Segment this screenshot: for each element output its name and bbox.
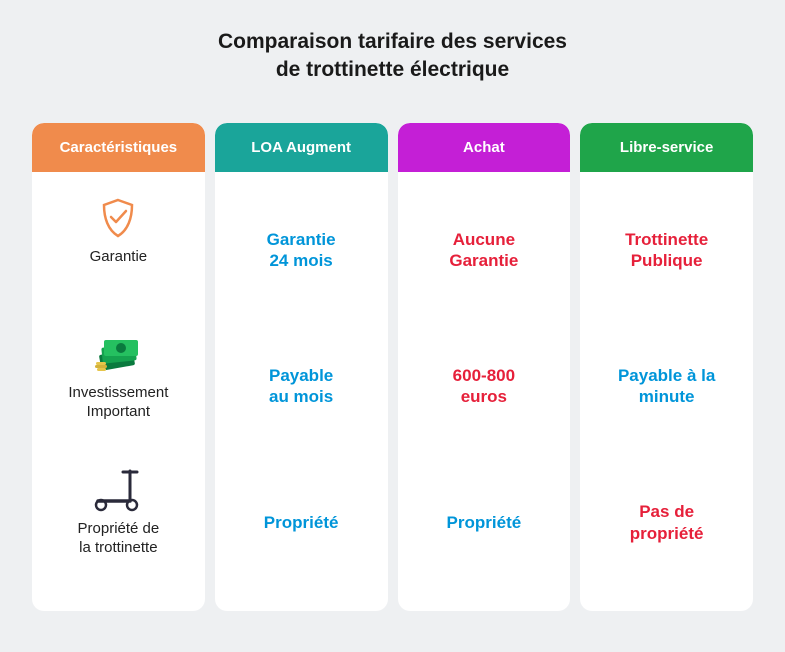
header-achat: Achat <box>398 123 571 172</box>
title-line-1: Comparaison tarifaire des services <box>218 30 567 53</box>
loa-ownership: Propriété <box>223 454 380 590</box>
header-libre: Libre-service <box>580 123 753 172</box>
comparison-table: Caractéristiques Garantie <box>32 123 753 611</box>
feature-row-ownership: Propriété de la trottinette <box>40 454 197 590</box>
achat-warranty: AucuneGarantie <box>406 182 563 318</box>
column-achat-body: AucuneGarantie 600-800euros Propriété <box>398 172 571 611</box>
feature-label-warranty: Garantie <box>90 248 148 267</box>
libre-warranty: TrottinettePublique <box>588 182 745 318</box>
loa-investment: Payableau mois <box>223 318 380 454</box>
column-features-body: Garantie Investissement Im <box>32 172 205 611</box>
feature-row-investment: Investissement Important <box>40 318 197 454</box>
column-loa-body: Garantie24 mois Payableau mois Propriété <box>215 172 388 611</box>
header-loa: LOA Augment <box>215 123 388 172</box>
feature-label-investment: Investissement Important <box>68 384 168 422</box>
feature-label-ownership: Propriété de la trottinette <box>78 520 160 558</box>
feature-row-warranty: Garantie <box>40 182 197 318</box>
libre-ownership: Pas depropriété <box>588 454 745 590</box>
achat-investment: 600-800euros <box>406 318 563 454</box>
page-title: Comparaison tarifaire des services de tr… <box>32 28 753 85</box>
column-libre-body: TrottinettePublique Payable à laminute P… <box>580 172 753 611</box>
header-features: Caractéristiques <box>32 123 205 172</box>
column-libre: Libre-service TrottinettePublique Payabl… <box>580 123 753 611</box>
column-features: Caractéristiques Garantie <box>32 123 205 611</box>
libre-investment: Payable à laminute <box>588 318 745 454</box>
title-line-2: de trottinette électrique <box>276 58 509 81</box>
column-loa: LOA Augment Garantie24 mois Payableau mo… <box>215 123 388 611</box>
column-achat: Achat AucuneGarantie 600-800euros Propri… <box>398 123 571 611</box>
loa-warranty: Garantie24 mois <box>223 182 380 318</box>
scooter-icon <box>90 466 146 514</box>
achat-ownership: Propriété <box>406 454 563 590</box>
money-icon <box>90 330 146 378</box>
shield-icon <box>90 194 146 242</box>
